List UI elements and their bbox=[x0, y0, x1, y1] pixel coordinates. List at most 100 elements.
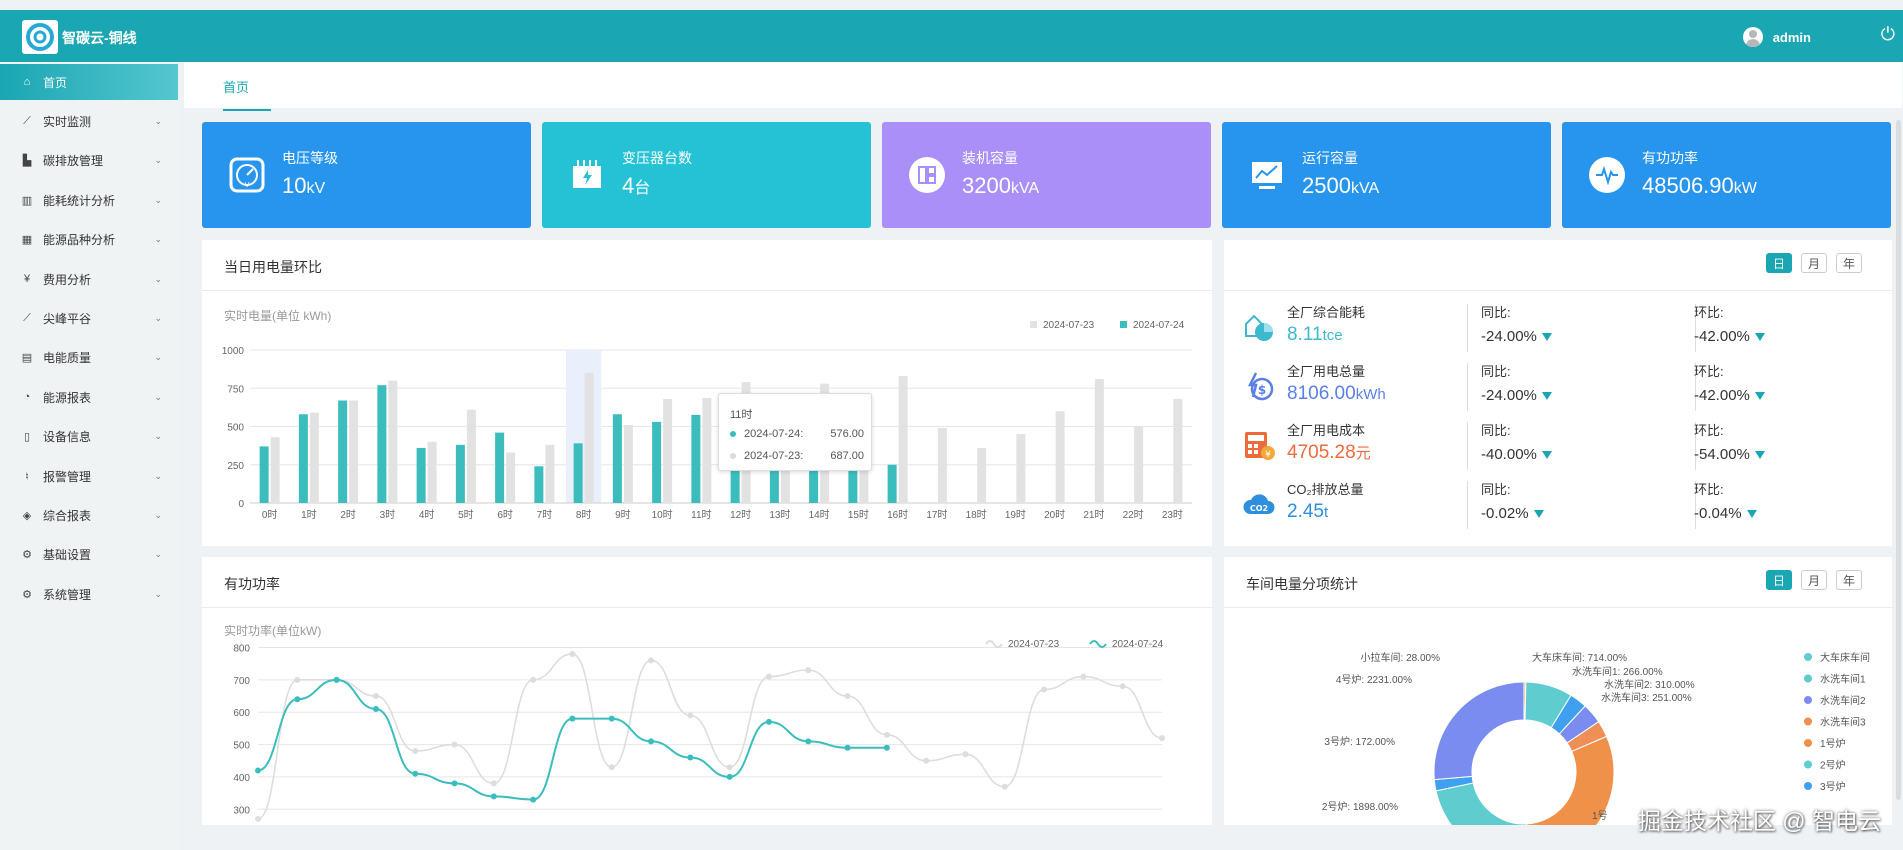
sidebar-item[interactable]: ♮ 报警管理 ⌄ bbox=[0, 458, 178, 494]
bar-2024-07-24[interactable] bbox=[377, 385, 387, 503]
legend-label[interactable]: 3号炉 bbox=[1820, 781, 1846, 793]
data-point[interactable] bbox=[1001, 783, 1008, 790]
bar-2024-07-23[interactable] bbox=[349, 400, 359, 503]
bar-2024-07-23[interactable] bbox=[1173, 398, 1183, 503]
data-point[interactable] bbox=[883, 744, 890, 751]
data-point[interactable] bbox=[608, 764, 615, 771]
data-point[interactable] bbox=[844, 744, 851, 751]
legend-label[interactable]: 2024-07-23 bbox=[1043, 320, 1095, 331]
sidebar-item[interactable]: ¥ 费用分析 ⌄ bbox=[0, 261, 178, 297]
data-point[interactable] bbox=[294, 676, 301, 683]
bar-2024-07-23[interactable] bbox=[466, 409, 476, 503]
bar-2024-07-23[interactable] bbox=[898, 376, 908, 503]
bar-2024-07-24[interactable] bbox=[416, 447, 426, 503]
donut-slice[interactable] bbox=[1435, 782, 1528, 825]
bar-2024-07-24[interactable] bbox=[534, 466, 544, 503]
sidebar-item[interactable]: ▙ 碳排放管理 ⌄ bbox=[0, 143, 178, 179]
toggle-month[interactable]: 月 bbox=[1801, 253, 1827, 273]
data-point[interactable] bbox=[372, 693, 379, 700]
sidebar-item[interactable]: ⟋ 尖峰平谷 ⌄ bbox=[0, 300, 178, 336]
sidebar-item[interactable]: ◔ 能源报表 ⌄ bbox=[0, 379, 178, 415]
data-point[interactable] bbox=[569, 650, 576, 657]
data-point[interactable] bbox=[687, 712, 694, 719]
legend-label[interactable]: 水洗车间1 bbox=[1820, 673, 1866, 686]
data-point[interactable] bbox=[412, 770, 419, 777]
data-point[interactable] bbox=[648, 657, 655, 664]
data-point[interactable] bbox=[412, 748, 419, 755]
data-point[interactable] bbox=[1080, 673, 1087, 680]
user-menu[interactable]: admin bbox=[1742, 27, 1811, 47]
bar-2024-07-23[interactable] bbox=[584, 372, 594, 503]
data-point[interactable] bbox=[608, 715, 615, 722]
series-line-2024-07-24[interactable] bbox=[257, 678, 887, 801]
toggle-year[interactable]: 年 bbox=[1836, 570, 1862, 590]
data-point[interactable] bbox=[372, 705, 379, 712]
data-point[interactable] bbox=[451, 741, 458, 748]
data-point[interactable] bbox=[648, 738, 655, 745]
bar-2024-07-23[interactable] bbox=[309, 412, 319, 503]
toggle-day[interactable]: 日 bbox=[1766, 570, 1792, 590]
bar-2024-07-24[interactable] bbox=[259, 446, 269, 503]
donut-slice[interactable] bbox=[1433, 681, 1525, 781]
bar-2024-07-23[interactable] bbox=[545, 444, 555, 503]
toggle-month[interactable]: 月 bbox=[1801, 570, 1827, 590]
bar-2024-07-23[interactable] bbox=[1016, 434, 1026, 503]
data-point[interactable] bbox=[1159, 735, 1165, 742]
toggle-year[interactable]: 年 bbox=[1836, 253, 1862, 273]
data-point[interactable] bbox=[765, 673, 772, 680]
bar-2024-07-23[interactable] bbox=[1094, 379, 1104, 503]
sidebar-item[interactable]: ▥ 能耗统计分析 ⌄ bbox=[0, 182, 178, 218]
data-point[interactable] bbox=[490, 780, 497, 787]
data-point[interactable] bbox=[569, 715, 576, 722]
sidebar-item[interactable]: ◈ 综合报表 ⌄ bbox=[0, 497, 178, 533]
bar-2024-07-23[interactable] bbox=[1055, 411, 1065, 503]
bar-2024-07-24[interactable] bbox=[612, 414, 622, 503]
bar-2024-07-23[interactable] bbox=[388, 380, 398, 503]
bar-chart[interactable]: 实时电量(单位 kWh) 0 250 500 750 1000 0时 1时 2时 3时 4时 5时 6时… bbox=[202, 240, 1212, 546]
bar-2024-07-24[interactable] bbox=[652, 421, 662, 503]
legend-label[interactable]: 2号炉 bbox=[1820, 760, 1846, 772]
power-icon[interactable]: ⏻ bbox=[1880, 24, 1895, 44]
legend-label[interactable]: 1号炉 bbox=[1820, 738, 1846, 750]
sidebar-item[interactable]: ⌂ 首页 bbox=[0, 64, 178, 100]
sidebar-item[interactable]: ▦ 能源品种分析 ⌄ bbox=[0, 222, 178, 258]
data-point[interactable] bbox=[255, 816, 261, 822]
bar-2024-07-23[interactable] bbox=[937, 428, 947, 503]
data-point[interactable] bbox=[805, 667, 812, 674]
data-point[interactable] bbox=[883, 731, 890, 738]
legend-label[interactable]: 大车床车间 bbox=[1820, 651, 1870, 664]
data-point[interactable] bbox=[726, 764, 733, 771]
data-point[interactable] bbox=[923, 757, 930, 764]
sidebar-item[interactable]: ⚙ 系统管理 ⌄ bbox=[0, 576, 178, 612]
bar-2024-07-24[interactable] bbox=[298, 414, 308, 503]
data-point[interactable] bbox=[1119, 683, 1126, 690]
legend-label[interactable]: 2024-07-24 bbox=[1112, 639, 1164, 650]
data-point[interactable] bbox=[530, 796, 537, 803]
bar-2024-07-23[interactable] bbox=[623, 424, 633, 503]
bar-2024-07-23[interactable] bbox=[427, 441, 437, 503]
bar-2024-07-24[interactable] bbox=[455, 444, 465, 503]
sidebar-item[interactable]: ⚙ 基础设置 ⌄ bbox=[0, 537, 178, 573]
data-point[interactable] bbox=[805, 738, 812, 745]
bar-2024-07-23[interactable] bbox=[663, 398, 673, 503]
data-point[interactable] bbox=[1041, 686, 1048, 693]
data-point[interactable] bbox=[333, 676, 340, 683]
legend-label[interactable]: 2024-07-23 bbox=[1008, 639, 1060, 650]
bar-2024-07-24[interactable] bbox=[887, 464, 897, 503]
bar-2024-07-24[interactable] bbox=[848, 441, 858, 503]
bar-2024-07-23[interactable] bbox=[702, 397, 712, 503]
bar-2024-07-24[interactable] bbox=[573, 443, 583, 503]
data-point[interactable] bbox=[962, 751, 969, 758]
bar-2024-07-23[interactable] bbox=[270, 437, 280, 503]
data-point[interactable] bbox=[255, 767, 261, 774]
line-chart[interactable]: 实时功率(单位kW) 300 400 500 600 700 800 2024-07-23 20… bbox=[202, 557, 1212, 825]
donut-slice[interactable] bbox=[1526, 735, 1615, 825]
legend-label[interactable]: 水洗车间3 bbox=[1820, 716, 1866, 729]
sidebar-item[interactable]: ▤ 电能质量 ⌄ bbox=[0, 340, 178, 376]
bar-2024-07-24[interactable] bbox=[338, 400, 348, 503]
bar-2024-07-24[interactable] bbox=[495, 432, 505, 503]
data-point[interactable] bbox=[687, 754, 694, 761]
bar-2024-07-23[interactable] bbox=[506, 452, 516, 503]
data-point[interactable] bbox=[294, 696, 301, 703]
data-point[interactable] bbox=[765, 718, 772, 725]
